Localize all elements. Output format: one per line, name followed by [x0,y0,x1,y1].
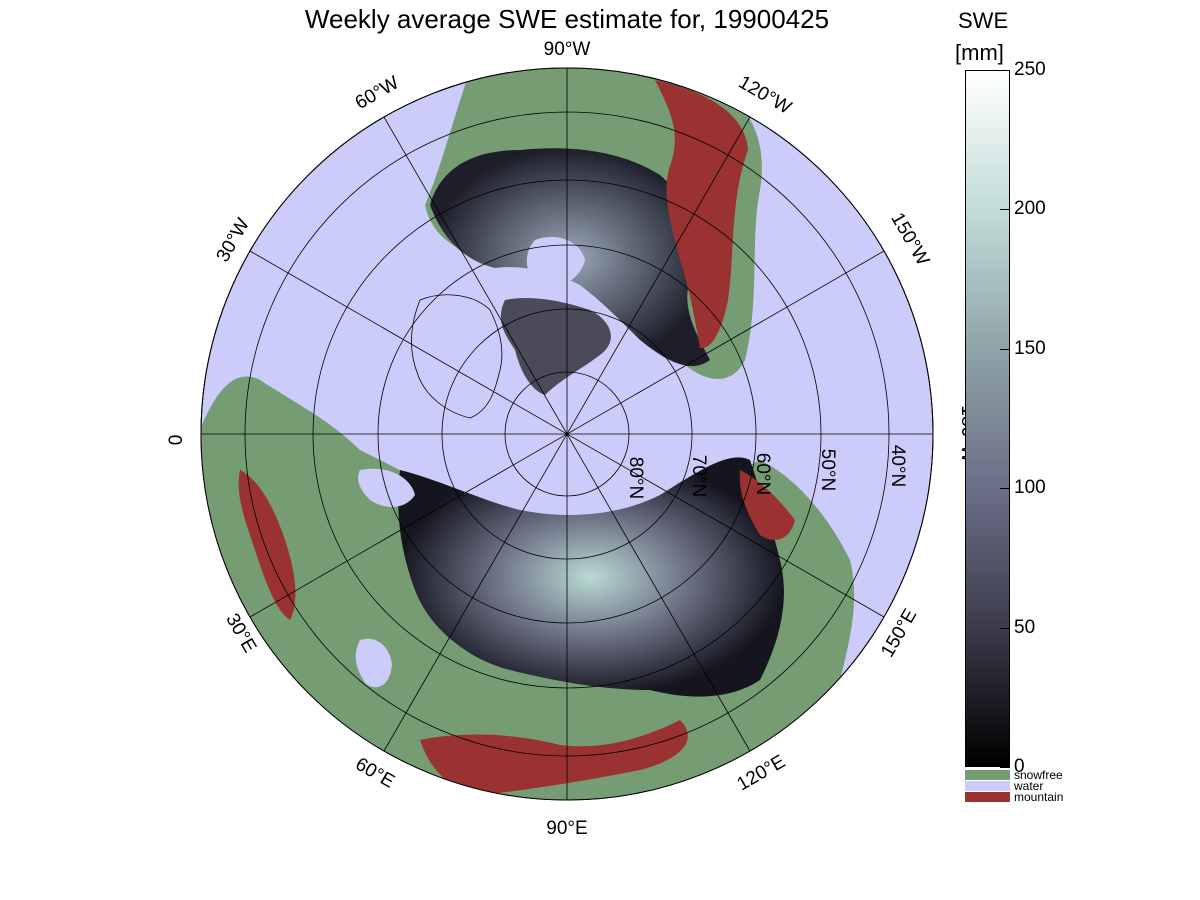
lat-label-70n: 70°N [688,455,709,497]
colorbar-tick-label: 100 [1014,477,1046,499]
colorbar-tick-mark [1000,348,1010,350]
colorbar-title-line1: SWE [958,8,1009,33]
hudson-bay [526,236,585,287]
rocky-mountains [655,80,748,349]
legend-label-mountain: mountain [1014,790,1064,804]
colorbar-tick-label: 150 [1014,337,1046,359]
caspian-sea [355,638,392,688]
colorbar-tick-label: 250 [1014,59,1046,80]
lat-label-80n: 80°N [625,457,646,499]
colorbar-tick-label: 200 [1014,198,1046,220]
lat-label-50n: 50°N [817,449,838,491]
lat-label-60n: 60°N [752,453,773,495]
land-layer [201,68,855,800]
legend-label-water: water [1014,779,1044,793]
colorbar-tick-mark [1000,209,1010,211]
lon-label-90w: 90°W [544,39,591,60]
colorbar-tick-mark [1000,767,1010,768]
lon-label-120e: 120°E [733,751,789,795]
colorbar-tick-mark [1000,627,1010,629]
east-siberia-mountains [739,470,795,540]
legend-swatch-water [965,781,1010,791]
map-frame [200,67,934,801]
colorbar-tick-mark [1000,70,1010,71]
map-title: Weekly average SWE estimate for, 1990042… [304,4,830,34]
lon-label-120w: 120°W [735,72,795,119]
lon-label-90e: 90°E [546,818,587,839]
legend-swatch-snowfree [965,770,1010,780]
legend-swatch-mountain [965,792,1010,802]
lon-label-60e: 60°E [352,754,398,793]
legend-label-snowfree: snowfree [1014,768,1063,782]
lon-label-0: 0 [166,435,187,446]
lat-label-40n: 40°N [887,445,908,487]
eurasia-snow [398,457,784,697]
colorbar-tick-label: 50 [1014,616,1036,638]
colorbar-tick-mark [1000,488,1010,490]
lon-label-60w: 60°W [352,72,403,114]
colorbar-tick-label: 0 [1014,756,1025,777]
colorbar-gradient [965,70,1010,767]
central-asia-mountains [420,720,688,795]
greenland-outline [411,294,503,419]
arctic-islands [500,298,611,395]
white-sea [358,468,415,507]
meridian-lines [201,68,933,800]
lon-label-150w: 150°W [886,209,933,269]
colorbar-title-line2: [mm] [955,40,1004,65]
